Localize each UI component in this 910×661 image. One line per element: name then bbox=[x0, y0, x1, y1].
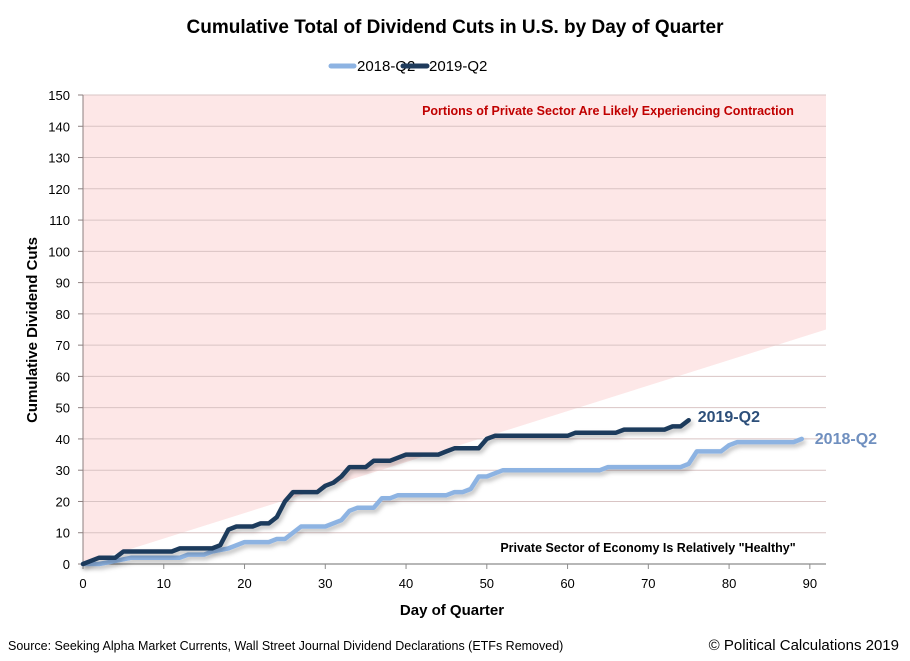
x-tick-label: 40 bbox=[399, 576, 413, 591]
y-tick-label: 0 bbox=[63, 557, 70, 572]
y-axis-label: Cumulative Dividend Cuts bbox=[24, 237, 41, 423]
healthy-annotation: Private Sector of Economy Is Relatively … bbox=[500, 541, 795, 555]
x-tick-label: 90 bbox=[803, 576, 817, 591]
y-tick-label: 110 bbox=[49, 213, 70, 228]
y-tick-label: 90 bbox=[56, 276, 70, 291]
legend-label-2018: 2018-Q2 bbox=[357, 58, 415, 75]
y-tick-label: 10 bbox=[56, 526, 70, 541]
end-label-2019: 2019-Q2 bbox=[698, 409, 760, 426]
x-axis-label: Day of Quarter bbox=[400, 602, 504, 619]
chart-title: Cumulative Total of Dividend Cuts in U.S… bbox=[187, 17, 725, 38]
x-tick-label: 0 bbox=[79, 576, 86, 591]
x-tick-label: 10 bbox=[157, 576, 171, 591]
series-line-2019-Q2 bbox=[80, 417, 691, 567]
y-tick-label: 120 bbox=[48, 182, 70, 197]
y-tick-label: 150 bbox=[48, 88, 70, 103]
x-tick-label: 80 bbox=[722, 576, 736, 591]
y-tick-label: 130 bbox=[48, 151, 70, 166]
x-tick-label: 70 bbox=[641, 576, 655, 591]
y-tick-label: 60 bbox=[56, 369, 70, 384]
y-tick-label: 100 bbox=[48, 244, 70, 259]
source-note: Source: Seeking Alpha Market Currents, W… bbox=[8, 639, 563, 653]
series-line-2018-Q2 bbox=[80, 436, 805, 567]
plot-area: 0 10 20 30 40 50 60 70 80 90 100 110 120 130 140 150 0 10… bbox=[48, 88, 877, 591]
x-tick-label: 30 bbox=[318, 576, 332, 591]
end-label-2018: 2018-Q2 bbox=[815, 431, 877, 448]
y-tick-label: 80 bbox=[56, 307, 70, 322]
legend: 2018-Q2 2019-Q2 bbox=[328, 58, 487, 75]
y-tick-label: 50 bbox=[56, 401, 70, 416]
y-tick-label: 140 bbox=[48, 119, 70, 134]
y-tick-label: 30 bbox=[56, 463, 70, 478]
x-tick-label: 50 bbox=[480, 576, 494, 591]
y-tick-label: 40 bbox=[56, 432, 70, 447]
legend-label-2019: 2019-Q2 bbox=[429, 58, 487, 75]
x-tick-label: 20 bbox=[237, 576, 251, 591]
x-tick-label: 60 bbox=[560, 576, 574, 591]
contraction-annotation: Portions of Private Sector Are Likely Ex… bbox=[422, 104, 794, 118]
y-tick-label: 20 bbox=[56, 494, 70, 509]
y-tick-label: 70 bbox=[56, 338, 70, 353]
contraction-zone bbox=[83, 95, 826, 564]
copyright-note: © Political Calculations 2019 bbox=[709, 637, 899, 654]
